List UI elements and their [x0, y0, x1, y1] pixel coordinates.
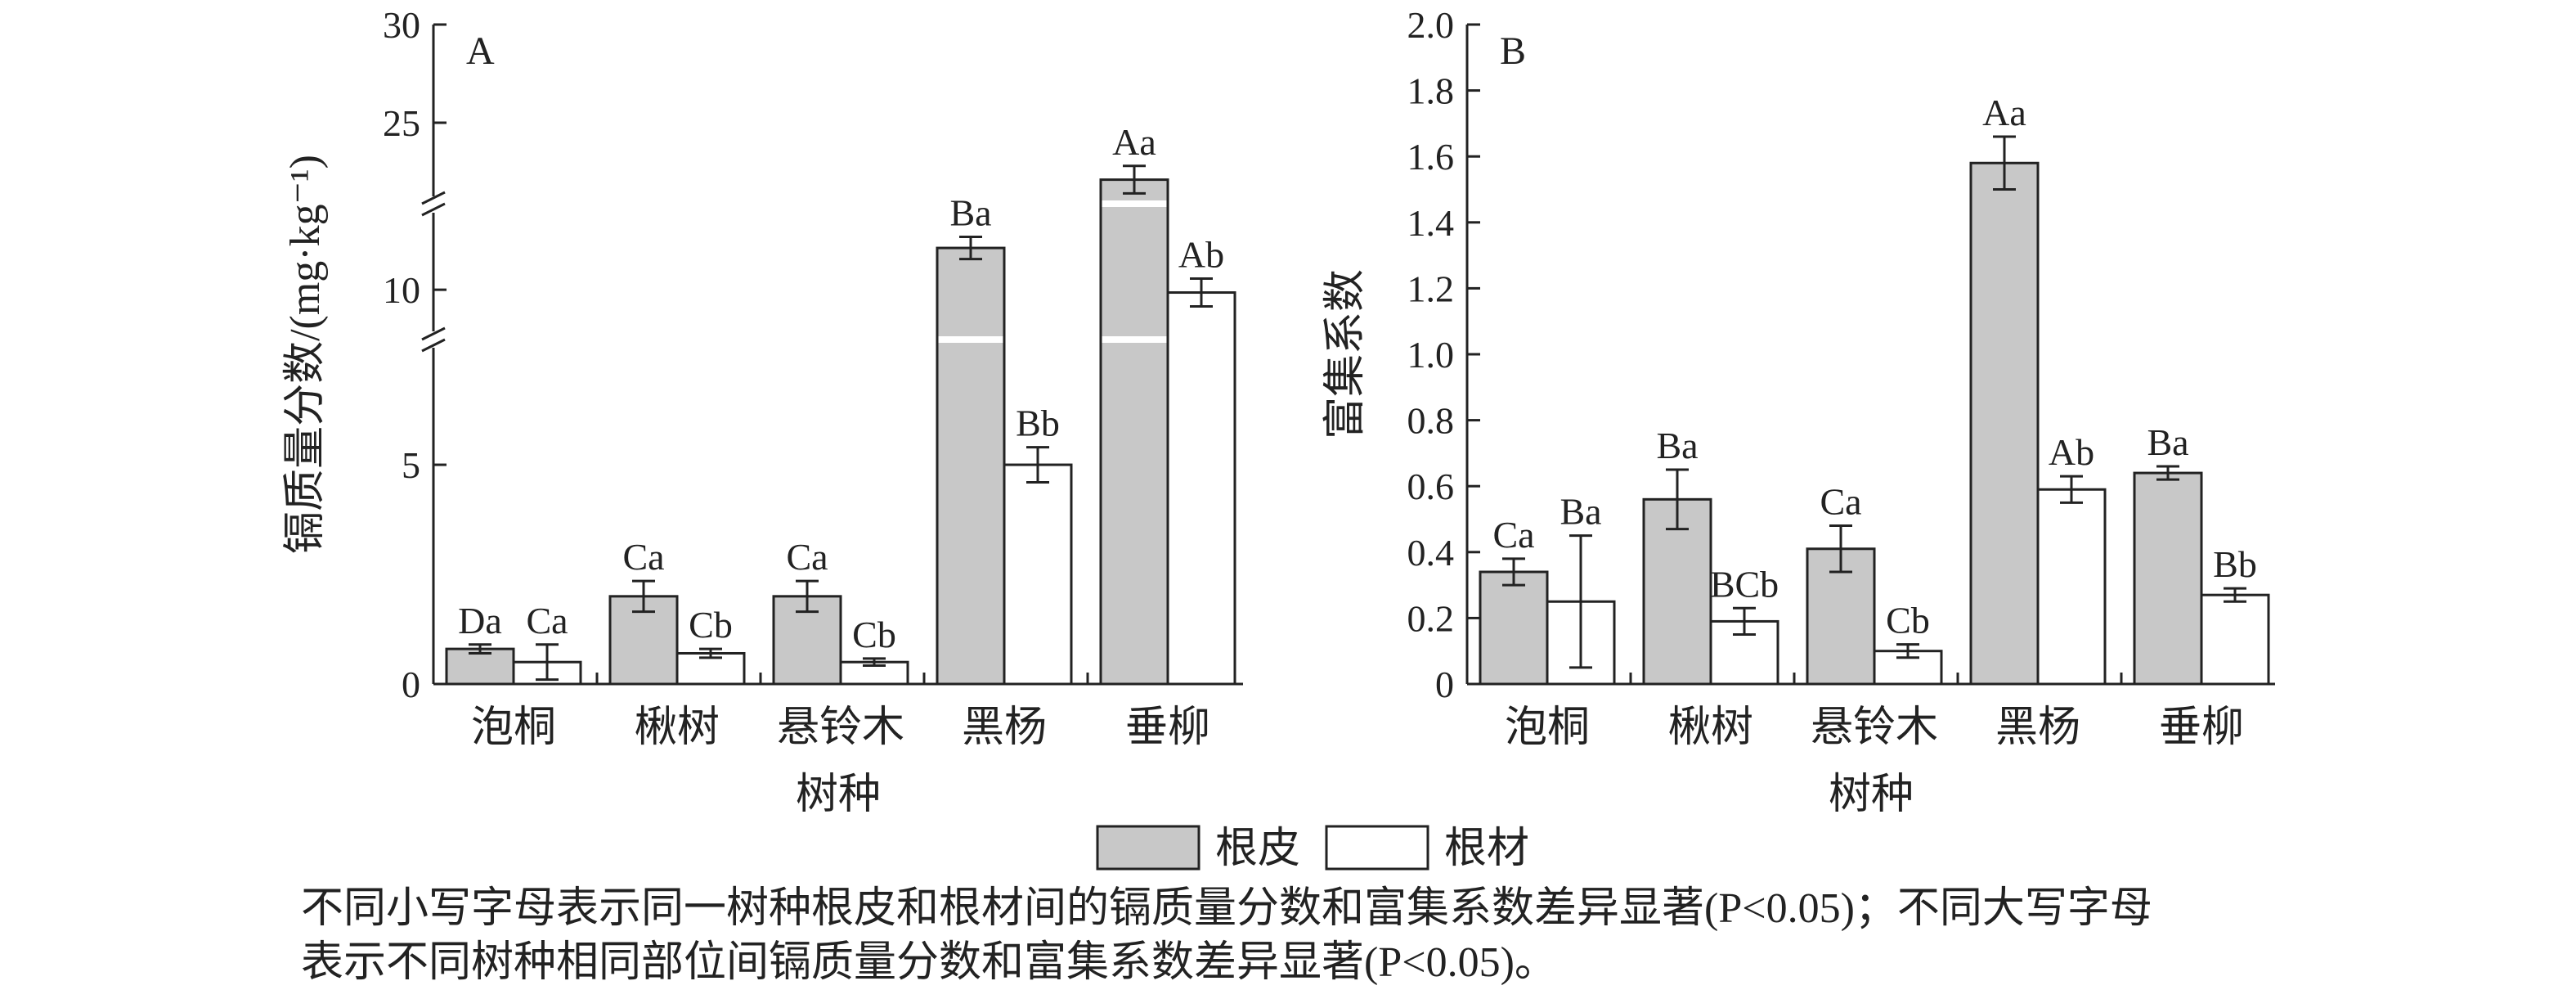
panel-label: A	[466, 29, 495, 73]
x-tick-label-2: 楸树	[635, 704, 720, 751]
x-tick-label-5: 垂柳	[1125, 704, 1210, 751]
x-tick-label-1: 泡桐	[471, 704, 556, 751]
x-tick-label-3: 悬铃木	[777, 704, 904, 751]
significance-label-4-2: Bb	[1016, 403, 1060, 444]
y-tick-label-2: 0.2	[1407, 597, 1455, 639]
bar-bark-4	[936, 246, 1006, 686]
axis-break-mark-2-2	[421, 202, 446, 217]
y-tick-label-2: 5	[402, 444, 420, 486]
caption-line-2: 表示不同树种相同部位间镉质量分数和富集系数差异显著(P<0.05)。	[301, 939, 1557, 986]
significance-label-4-1: Ba	[949, 191, 991, 233]
y-tick-label-3: 10	[383, 269, 420, 311]
y-tick-label-11: 2.0	[1407, 4, 1455, 46]
bar-wood-5	[2200, 593, 2270, 686]
y-tick-label-5: 0.8	[1407, 400, 1455, 442]
axis-break-mark-1-2	[421, 338, 446, 353]
y-tick-label-4: 25	[383, 102, 420, 144]
significance-label-1-1: Da	[458, 600, 502, 641]
y-axis-label: 富集系数	[1322, 269, 1369, 439]
significance-label-3-1: Ca	[786, 536, 828, 578]
y-tick-label-6: 1.0	[1407, 334, 1455, 376]
y-tick-label-8: 1.4	[1407, 202, 1455, 244]
significance-label-2-2: Cb	[689, 604, 733, 646]
x-tick-label-1: 泡桐	[1505, 704, 1590, 751]
panel-label: B	[1500, 29, 1526, 73]
figure-caption: 不同小写字母表示同一树种根皮和根材间的镉质量分数和富集系数差异显著(P<0.05…	[301, 882, 2345, 990]
significance-label-1-2: Ba	[1560, 491, 1601, 533]
significance-label-3-2: Cb	[852, 614, 896, 655]
figure-svg: Da Ca 泡桐 Ca Cb 楸树 Ca Cb 悬铃木 Ba Bb 黑杨 Aa Ab 垂柳 0 5 10 25 30 A…	[282, 4, 2275, 872]
significance-label-2-2: BCb	[1710, 563, 1779, 605]
axis-break-mark-1-1	[421, 326, 446, 341]
y-axis-label: 镉质量分数/(mg·kg⁻¹)	[282, 155, 329, 554]
y-tick-label-9: 1.6	[1407, 136, 1455, 178]
x-tick-label-4: 黑杨	[1995, 704, 2080, 751]
y-tick-label-1: 0	[1435, 664, 1454, 705]
bar-bark-5	[1099, 178, 1169, 686]
significance-label-5-2: Ab	[1178, 234, 1224, 276]
caption-line-1: 不同小写字母表示同一树种根皮和根材间的镉质量分数和富集系数差异显著(P<0.05…	[301, 885, 2152, 932]
significance-label-4-2: Ab	[2049, 431, 2094, 473]
x-axis-label: 树种	[1829, 772, 1914, 818]
bar-break-gap-4-1	[938, 336, 1003, 343]
significance-label-1-2: Ca	[526, 600, 568, 641]
bar-bark-1	[1479, 570, 1549, 686]
x-axis-label: 树种	[796, 772, 881, 818]
bar-bark-4	[1969, 161, 2040, 686]
bar-wood-4	[1003, 463, 1073, 686]
y-tick-label-1: 0	[402, 664, 420, 705]
significance-label-1-1: Ca	[1492, 514, 1534, 556]
y-tick-label-4: 0.6	[1407, 466, 1455, 507]
significance-label-3-2: Cb	[1886, 600, 1930, 641]
bar-wood-4	[2036, 488, 2107, 686]
bar-break-gap-5-1	[1169, 336, 1234, 343]
significance-label-5-1: Ba	[2147, 421, 2188, 463]
x-tick-label-3: 悬铃木	[1811, 704, 1938, 751]
legend-label-1: 根皮	[1215, 826, 1300, 872]
y-tick-label-7: 1.2	[1407, 268, 1455, 309]
y-tick-label-10: 1.8	[1407, 70, 1455, 112]
significance-label-3-1: Ca	[1820, 481, 1861, 523]
significance-label-2-1: Ba	[1656, 425, 1698, 466]
panel-b-enrichment-chart: Ca Ba 泡桐 Ba BCb 楸树 Ca Cb 悬铃木 Aa Ab 黑杨 Ba Bb 垂柳 0 0.2 0.4 0…	[1322, 4, 2275, 818]
panel-a-cadmium-chart: Da Ca 泡桐 Ca Cb 楸树 Ca Cb 悬铃木 Ba Bb 黑杨 Aa Ab 垂柳 0 5 10 25 30 A…	[282, 4, 1243, 818]
bar-break-gap-5-1	[1102, 336, 1167, 343]
significance-label-5-2: Bb	[2213, 543, 2257, 585]
bar-break-gap-5-2	[1102, 200, 1167, 207]
legend-swatch-2	[1325, 825, 1429, 871]
significance-label-4-1: Aa	[1982, 92, 2026, 133]
x-tick-label-4: 黑杨	[962, 704, 1047, 751]
axis-break-mark-2-1	[421, 191, 446, 205]
y-tick-label-3: 0.4	[1407, 532, 1455, 574]
legend-label-2: 根材	[1444, 826, 1529, 872]
significance-label-2-1: Ca	[622, 536, 664, 578]
legend-swatch-1	[1096, 825, 1200, 871]
x-tick-label-5: 垂柳	[2159, 704, 2244, 751]
legend: 根皮 根材	[1096, 825, 1529, 872]
bar-wood-5	[1166, 291, 1236, 686]
x-tick-label-2: 楸树	[1668, 704, 1753, 751]
significance-label-5-1: Aa	[1112, 121, 1156, 163]
bar-bark-5	[2133, 471, 2203, 686]
y-tick-label-5: 30	[383, 4, 420, 46]
